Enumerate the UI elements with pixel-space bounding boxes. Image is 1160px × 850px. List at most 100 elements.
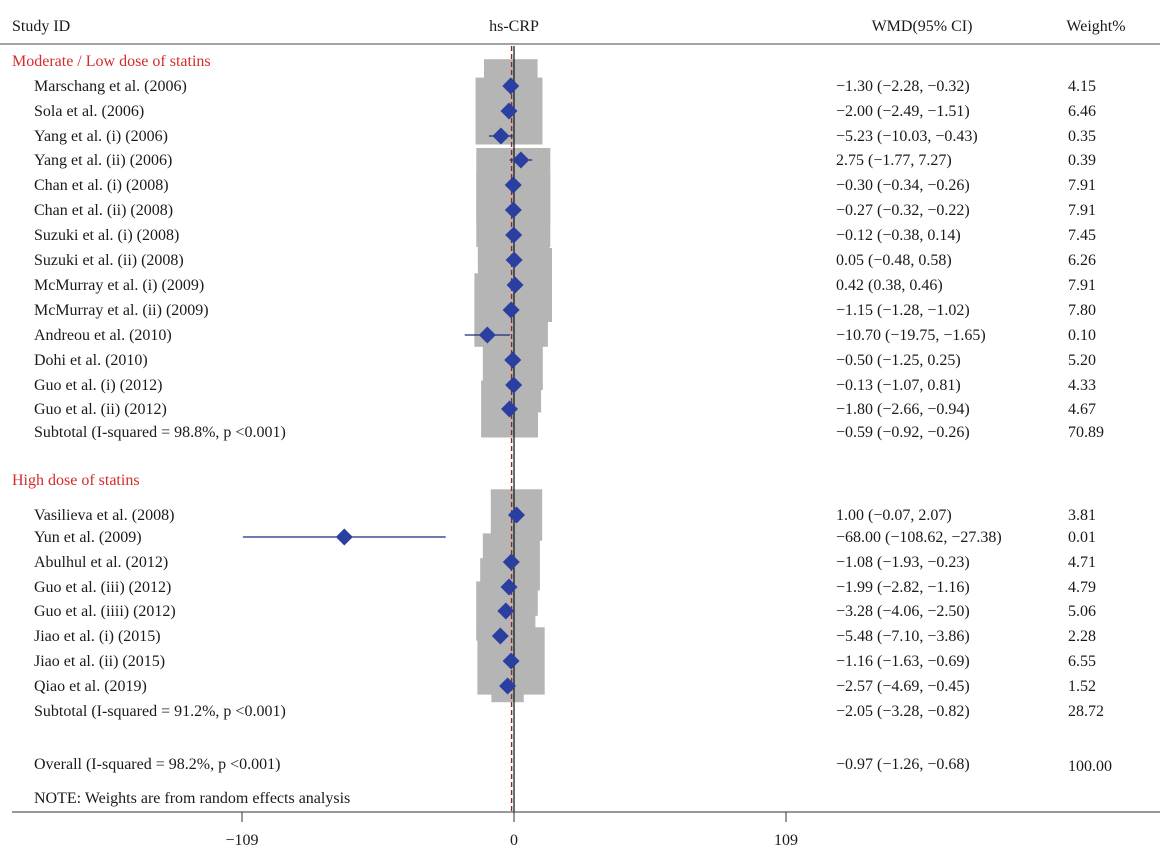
subtotal-weight: 70.89 bbox=[1068, 424, 1104, 441]
header-measure: hs-CRP bbox=[489, 18, 539, 35]
study-weight: 0.39 bbox=[1068, 152, 1096, 169]
study-ci: −68.00 (−108.62, −27.38) bbox=[836, 529, 1002, 546]
point-marker bbox=[500, 578, 518, 596]
study-ci: −0.13 (−1.07, 0.81) bbox=[836, 377, 961, 394]
study-ci: −1.30 (−2.28, −0.32) bbox=[836, 78, 970, 95]
study-ci: −5.48 (−7.10, −3.86) bbox=[836, 628, 970, 645]
study-weight: 7.91 bbox=[1068, 277, 1096, 294]
point-marker bbox=[499, 677, 517, 695]
x-axis: −109 0 109 bbox=[12, 811, 1160, 849]
note-text: NOTE: Weights are from random effects an… bbox=[34, 790, 350, 807]
subtotal-ci: −2.05 (−3.28, −0.82) bbox=[836, 703, 970, 720]
study-weight: 2.28 bbox=[1068, 628, 1096, 645]
study-ci: −1.15 (−1.28, −1.02) bbox=[836, 302, 970, 319]
study-ci: −10.70 (−19.75, −1.65) bbox=[836, 327, 986, 344]
x-tick-label: 0 bbox=[510, 832, 518, 849]
study-weight: 3.81 bbox=[1068, 507, 1096, 524]
point-marker bbox=[502, 301, 520, 319]
point-marker bbox=[502, 652, 520, 670]
x-tick-label: −109 bbox=[225, 832, 258, 849]
study-ci: −2.00 (−2.49, −1.51) bbox=[836, 103, 970, 120]
study-weight: 6.26 bbox=[1068, 252, 1096, 269]
study-ci: −0.27 (−0.32, −0.22) bbox=[836, 202, 970, 219]
header-study-id: Study ID bbox=[12, 18, 70, 35]
point-marker bbox=[505, 226, 523, 244]
study-weight: 0.01 bbox=[1068, 529, 1096, 546]
study-weight: 5.20 bbox=[1068, 352, 1096, 369]
point-marker bbox=[497, 602, 515, 620]
study-weight: 7.45 bbox=[1068, 227, 1096, 244]
point-marker bbox=[501, 400, 519, 418]
study-weight: 4.15 bbox=[1068, 78, 1096, 95]
row-texts: Marschang et al. (2006) −1.30 (−2.28, −0.… bbox=[34, 78, 1096, 695]
study-weight: 1.52 bbox=[1068, 678, 1096, 695]
point-marker bbox=[492, 127, 510, 145]
subtotal-ci: −0.59 (−0.92, −0.26) bbox=[836, 424, 970, 441]
overall-weight: 100.00 bbox=[1068, 758, 1112, 775]
study-ci: 0.42 (0.38, 0.46) bbox=[836, 277, 943, 294]
study-label: Andreou et al. (2010) bbox=[34, 327, 172, 344]
point-marker bbox=[500, 102, 518, 120]
header-effect: WMD(95% CI) bbox=[872, 18, 973, 35]
study-label: Guo et al. (i) (2012) bbox=[34, 377, 162, 394]
study-label: Sola et al. (2006) bbox=[34, 103, 144, 120]
study-label: Jiao et al. (ii) (2015) bbox=[34, 653, 165, 670]
study-weight: 4.79 bbox=[1068, 579, 1096, 596]
study-label: Suzuki et al. (ii) (2008) bbox=[34, 252, 184, 269]
study-weight: 7.80 bbox=[1068, 302, 1096, 319]
study-label: Yang et al. (i) (2006) bbox=[34, 128, 168, 145]
study-ci: −0.12 (−0.38, 0.14) bbox=[836, 227, 961, 244]
study-weight: 7.91 bbox=[1068, 177, 1096, 194]
study-label: Guo et al. (iii) (2012) bbox=[34, 579, 171, 596]
point-marker bbox=[478, 326, 496, 344]
point-marker bbox=[504, 201, 522, 219]
header-weight: Weight% bbox=[1066, 18, 1125, 35]
study-label: McMurray et al. (ii) (2009) bbox=[34, 302, 209, 319]
point-marker bbox=[491, 627, 509, 645]
point-marker bbox=[507, 506, 525, 524]
point-marker bbox=[504, 351, 522, 369]
study-ci: −3.28 (−4.06, −2.50) bbox=[836, 603, 970, 620]
study-ci: −5.23 (−10.03, −0.43) bbox=[836, 128, 978, 145]
group-1-rows: Subtotal (I-squared = 98.8%, p <0.001) −… bbox=[34, 424, 1104, 441]
study-weight: 4.33 bbox=[1068, 377, 1096, 394]
group-label-high-dose: High dose of statins bbox=[12, 472, 140, 489]
study-ci: 0.05 (−0.48, 0.58) bbox=[836, 252, 952, 269]
group-label-moderate-low: Moderate / Low dose of statins bbox=[12, 53, 211, 70]
study-ci: 2.75 (−1.77, 7.27) bbox=[836, 152, 952, 169]
overall-label: Overall (I-squared = 98.2%, p <0.001) bbox=[34, 756, 280, 773]
study-label: Chan et al. (i) (2008) bbox=[34, 177, 169, 194]
subtotal-label: Subtotal (I-squared = 91.2%, p <0.001) bbox=[34, 703, 286, 720]
study-weight: 4.71 bbox=[1068, 554, 1096, 571]
subtotal-label: Subtotal (I-squared = 98.8%, p <0.001) bbox=[34, 424, 286, 441]
point-marker bbox=[504, 176, 522, 194]
point-marker bbox=[502, 77, 520, 95]
point-marker bbox=[512, 151, 530, 169]
study-label: McMurray et al. (i) (2009) bbox=[34, 277, 204, 294]
study-weight: 0.35 bbox=[1068, 128, 1096, 145]
study-weight: 7.91 bbox=[1068, 202, 1096, 219]
study-label: Yang et al. (ii) (2006) bbox=[34, 152, 172, 169]
study-label: Dohi et al. (2010) bbox=[34, 352, 148, 369]
study-ci: −1.08 (−1.93, −0.23) bbox=[836, 554, 970, 571]
subtotal-weight: 28.72 bbox=[1068, 703, 1104, 720]
study-ci: −1.99 (−2.82, −1.16) bbox=[836, 579, 970, 596]
study-label: Yun et al. (2009) bbox=[34, 529, 142, 546]
study-weight: 5.06 bbox=[1068, 603, 1096, 620]
study-label: Suzuki et al. (i) (2008) bbox=[34, 227, 179, 244]
study-label: Abulhul et al. (2012) bbox=[34, 554, 168, 571]
study-label: Guo et al. (iiii) (2012) bbox=[34, 603, 176, 620]
study-weight: 6.55 bbox=[1068, 653, 1096, 670]
study-ci: −0.30 (−0.34, −0.26) bbox=[836, 177, 970, 194]
point-marker bbox=[506, 276, 524, 294]
study-weight: 6.46 bbox=[1068, 103, 1096, 120]
point-marker bbox=[505, 376, 523, 394]
study-label: Jiao et al. (i) (2015) bbox=[34, 628, 161, 645]
study-label: Qiao et al. (2019) bbox=[34, 678, 147, 695]
x-tick-label: 109 bbox=[774, 832, 798, 849]
study-label: Vasilieva et al. (2008) bbox=[34, 507, 174, 524]
study-weight: 0.10 bbox=[1068, 327, 1096, 344]
study-label: Marschang et al. (2006) bbox=[34, 78, 187, 95]
point-marker bbox=[335, 528, 353, 546]
